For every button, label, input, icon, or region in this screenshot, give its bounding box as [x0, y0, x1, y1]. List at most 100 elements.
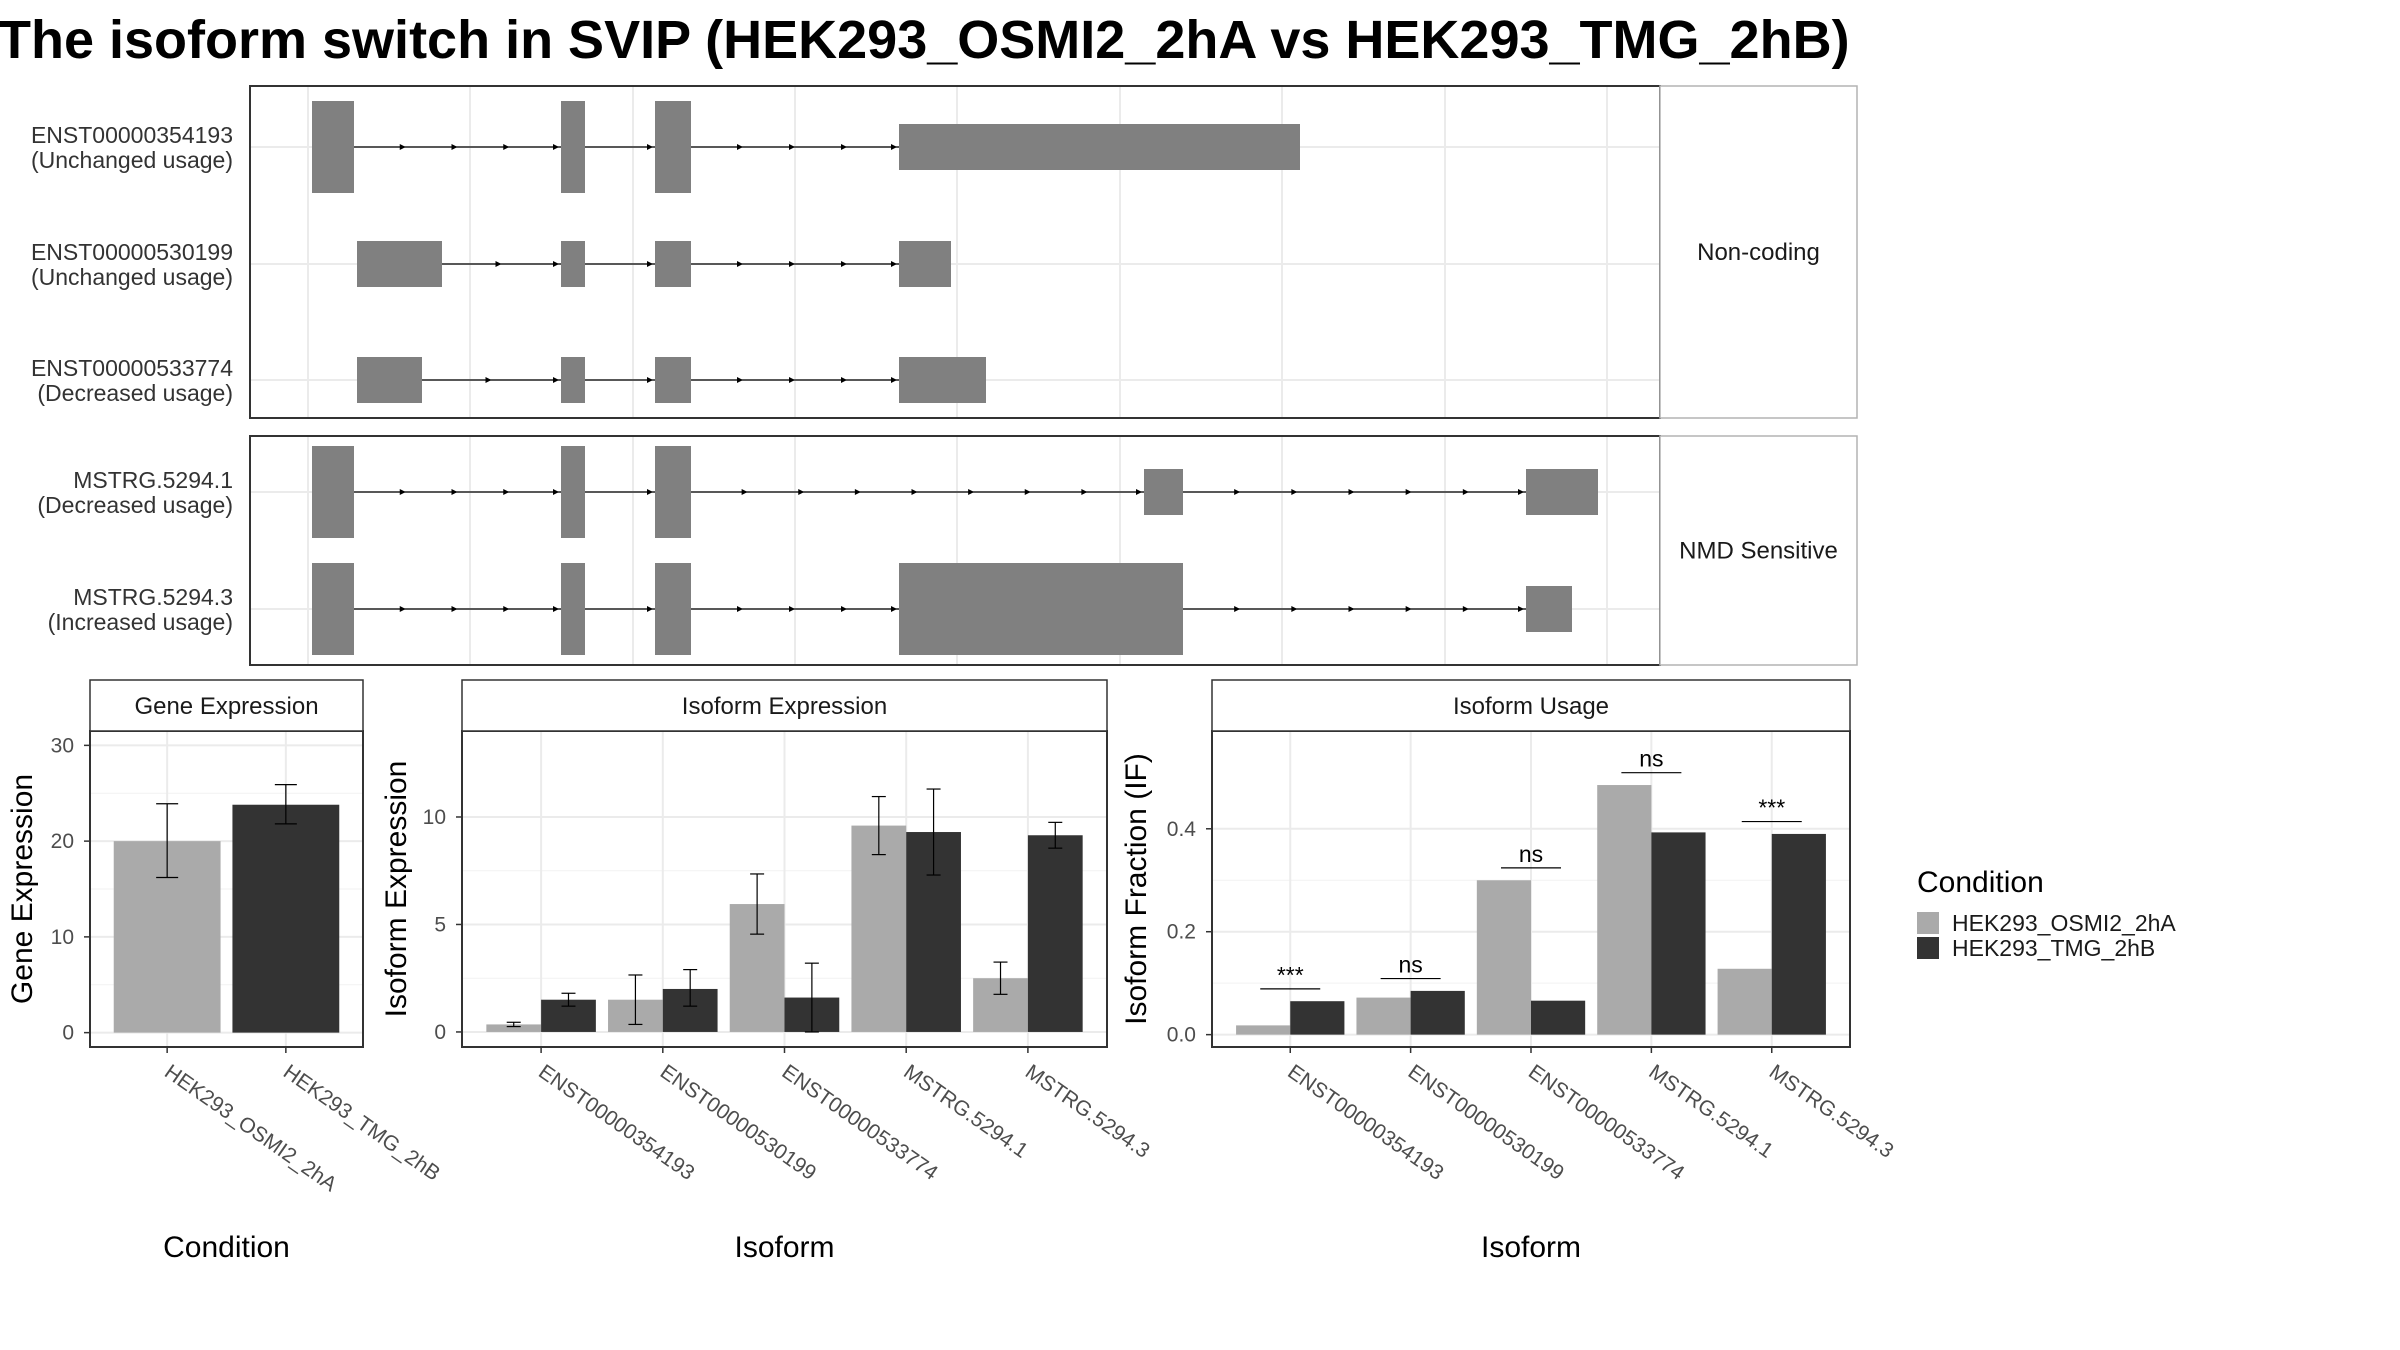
intron-arrow: [737, 377, 743, 383]
y-tick-label: 0.4: [1167, 818, 1197, 841]
exon: [655, 241, 691, 287]
y-tick-label: 10: [423, 806, 446, 829]
exon: [1526, 469, 1598, 515]
facet-strip: [1659, 435, 1858, 666]
intron-arrow: [841, 144, 847, 150]
legend-item-label: HEK293_TMG_2hB: [1952, 935, 2155, 961]
intron-arrow: [789, 377, 795, 383]
y-axis-label: Isoform Fraction (IF): [1120, 753, 1153, 1025]
significance-label: ***: [1277, 962, 1304, 988]
intron-arrow: [741, 489, 748, 495]
y-tick-label: 10: [51, 926, 74, 949]
intron-arrow: [1405, 606, 1412, 612]
facet-strip: [1211, 679, 1851, 732]
intron-arrow: [911, 489, 918, 495]
intron-arrow: [503, 489, 510, 495]
legend-swatch: [1917, 937, 1939, 959]
intron-arrow: [553, 606, 559, 612]
intron-arrow: [1348, 606, 1355, 612]
intron-arrow: [553, 489, 559, 495]
transcript-id-label: MSTRG.5294.1: [73, 467, 233, 493]
x-axis-label: Condition: [163, 1231, 290, 1264]
x-tick-label: MSTRG.5294.1: [899, 1060, 1032, 1163]
facet-strip-label: Gene Expression: [134, 693, 318, 720]
intron-arrow: [737, 261, 743, 267]
intron-arrow: [841, 377, 847, 383]
facet-strip-label: Non-coding: [1697, 239, 1820, 266]
exon: [899, 563, 1183, 655]
intron-arrow: [789, 144, 795, 150]
facet-strip: [461, 679, 1108, 732]
intron-arrow: [1348, 489, 1355, 495]
y-axis-label: Gene Expression: [6, 774, 39, 1004]
exon: [561, 563, 585, 655]
intron-arrow: [647, 489, 653, 495]
transcript-ENST00000530199: [357, 241, 951, 287]
exon: [312, 563, 354, 655]
x-axis-label: Isoform: [1481, 1231, 1581, 1264]
intron-arrow: [1234, 606, 1241, 612]
transcript-ENST00000354193: [312, 101, 1300, 193]
exon: [1526, 586, 1572, 632]
intron-arrow: [647, 606, 653, 612]
facet-strip: [1659, 85, 1858, 419]
exon: [561, 357, 585, 403]
intron-arrow: [1024, 489, 1031, 495]
transcript-id-label: ENST00000530199: [31, 239, 233, 265]
figure-title: The isoform switch in SVIP (HEK293_OSMI2…: [0, 10, 1850, 70]
bar: [1531, 1000, 1586, 1035]
exon: [655, 563, 691, 655]
intron-arrow: [737, 606, 743, 612]
bar: [1027, 835, 1083, 1032]
exon: [561, 101, 585, 193]
intron-arrow: [495, 261, 502, 267]
significance-label: ns: [1639, 746, 1663, 772]
bar: [486, 1024, 542, 1032]
transcript-id-label: ENST00000354193: [31, 122, 233, 148]
intron-arrow: [891, 377, 897, 383]
intron-arrow: [891, 144, 897, 150]
exon: [655, 101, 691, 193]
intron-arrow: [891, 606, 897, 612]
legend-swatch: [1917, 912, 1939, 934]
transcript-panel-1: Non-coding: [249, 85, 1858, 419]
transcript-ENST00000533774: [357, 357, 986, 403]
facet-strip-label: NMD Sensitive: [1679, 538, 1838, 565]
y-tick-label: 30: [51, 734, 74, 757]
intron-arrow: [553, 377, 559, 383]
exon: [655, 357, 691, 403]
intron-arrow: [1462, 606, 1469, 612]
bar: [232, 804, 340, 1033]
intron-arrow: [841, 261, 847, 267]
intron-arrow: [503, 144, 510, 150]
transcript-MSTRG.5294.3: [312, 563, 1572, 655]
bar: [1771, 833, 1826, 1035]
intron-arrow: [1518, 489, 1524, 495]
intron-arrow: [798, 489, 805, 495]
y-axis-label: Isoform Expression: [380, 761, 413, 1018]
intron-arrow: [485, 377, 492, 383]
exon: [1144, 469, 1183, 515]
bar: [1717, 968, 1772, 1035]
significance-label: ns: [1398, 952, 1422, 978]
exon: [561, 446, 585, 538]
bar: [1476, 880, 1531, 1035]
facet-strip-label: Isoform Expression: [682, 693, 887, 720]
y-tick-label: 0.0: [1167, 1024, 1196, 1047]
transcript-panel-2: NMD Sensitive: [249, 435, 1858, 666]
bar: [1356, 997, 1411, 1035]
intron-arrow: [1462, 489, 1469, 495]
exon: [312, 446, 354, 538]
exon: [561, 241, 585, 287]
transcript-usage-label: (Unchanged usage): [31, 264, 233, 290]
transcript-usage-label: (Decreased usage): [37, 380, 233, 406]
transcript-usage-label: (Increased usage): [48, 609, 233, 635]
chart-gene-expression: Gene Expression0102030HEK293_OSMI2_2hAHE…: [6, 679, 444, 1264]
y-tick-label: 5: [434, 913, 446, 936]
exon: [899, 357, 986, 403]
bar: [1597, 785, 1652, 1035]
y-tick-label: 0: [62, 1022, 74, 1045]
intron-arrow: [647, 144, 653, 150]
intron-arrow: [503, 606, 510, 612]
